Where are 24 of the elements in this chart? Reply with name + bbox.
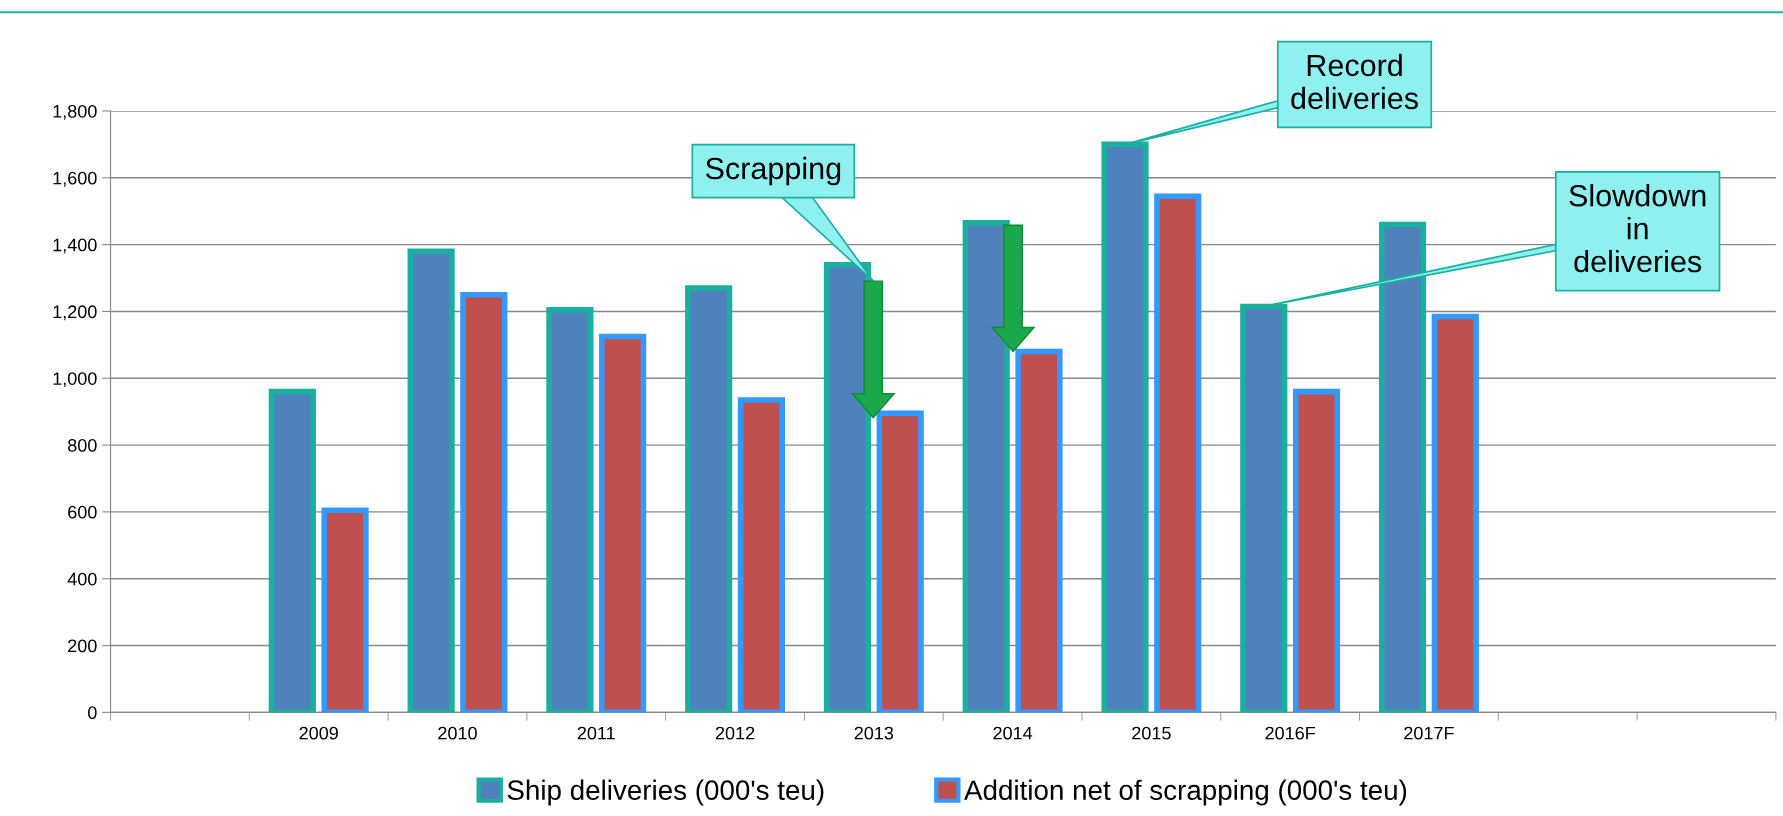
y-tick-label: 1,600 [53,171,97,187]
x-tick-label: 2013 [854,726,894,740]
x-tick-label: 2016F [1265,726,1316,740]
x-tick-label: 2011 [577,726,615,740]
y-tick-label: 1,800 [53,104,97,120]
x-tick-label: 2012 [715,726,755,740]
legend-label: Ship deliveries (000's teu) [507,779,824,806]
y-tick-label: 1,400 [53,238,97,254]
text: Record deliveries [1291,53,1418,110]
annotation: Slowdown in deliveries [1569,184,1706,273]
y-tick-label: 200 [68,639,97,653]
y-tick-label: 400 [67,572,97,586]
x-tick-label: 2017F [1404,726,1454,740]
x-tick-label: 2014 [993,726,1033,740]
y-tick-label: 0 [88,706,97,720]
annotation: Scrapping [705,156,841,186]
x-tick-label: 2010 [438,726,477,740]
x-tick-label: 2009 [299,726,338,740]
y-tick-label: 600 [68,505,97,519]
y-tick-label: 1,200 [53,305,97,321]
y-tick-label: 1,000 [53,372,97,388]
legend-label: Addition net of scrapping (000's teu) [964,779,1407,806]
x-tick-label: 2015 [1132,726,1171,740]
y-tick-label: 800 [68,439,97,452]
